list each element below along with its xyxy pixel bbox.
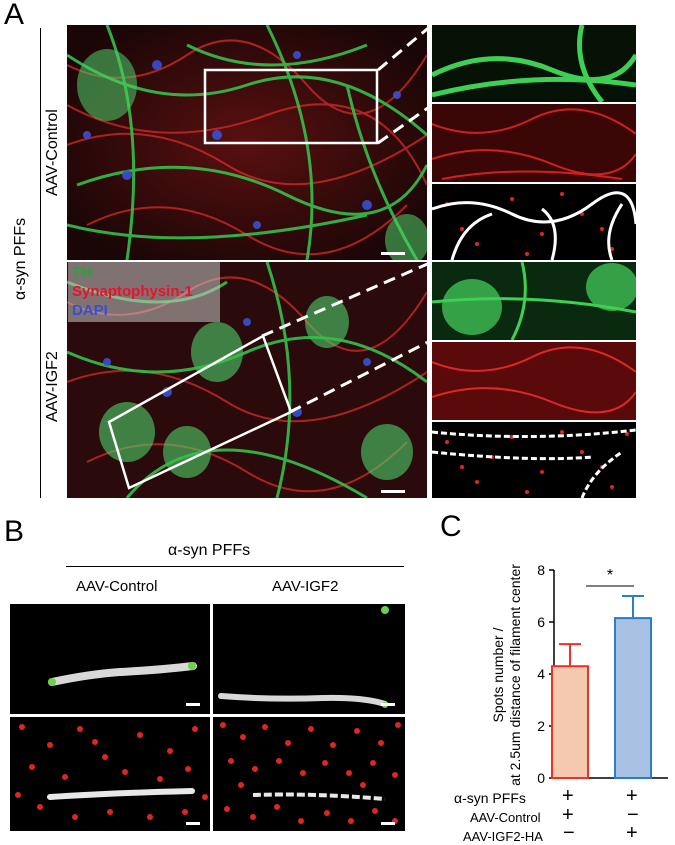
y-tick-label: 2 [537, 718, 545, 734]
spots-control-3d [10, 717, 210, 831]
filament-igf2-3d [213, 604, 405, 714]
cond-igf2-igf2: + [626, 822, 638, 844]
significance-star: * [607, 567, 613, 584]
legend-dapi: DAPI [72, 302, 108, 319]
legend-synaptophysin: Synaptophysin-1 [72, 283, 193, 300]
zoom-igf2-filament [432, 422, 636, 498]
cond-pffs-igf2: + [626, 785, 638, 807]
zoom-control-green [432, 25, 636, 102]
panel-a-bracket [40, 28, 41, 498]
condition-label-igf2: AAV-IGF2-HA [463, 829, 543, 844]
condition-label-control: AAV-Control [470, 810, 541, 825]
y-tick-label: 4 [537, 666, 545, 682]
bar-control [551, 665, 589, 780]
channel-legend: TH Synaptophysin-1 DAPI [68, 262, 220, 322]
panel-b-header-line [66, 566, 404, 567]
panel-b-header: α-syn PFFs [168, 542, 251, 559]
zoom-igf2-green [432, 262, 636, 340]
spots-igf2-3d [213, 717, 405, 831]
cond-igf2-control: − [563, 822, 575, 844]
panel-b-letter: B [4, 515, 25, 548]
y-tick-label: 6 [537, 614, 545, 630]
cond-control-control: + [562, 804, 574, 826]
zoom-control-red [432, 104, 636, 182]
panel-a-letter: A [4, 0, 25, 31]
zoom-igf2-red [432, 342, 636, 420]
filament-control-3d [10, 604, 210, 714]
micrograph-control-main [67, 25, 427, 260]
panel-b-col1-label: AAV-Control [76, 578, 158, 595]
cond-control-igf2: − [627, 804, 639, 826]
condition-label-pffs: α-syn PFFs [454, 790, 526, 806]
cond-pffs-control: + [562, 785, 574, 807]
legend-th: TH [72, 264, 92, 281]
panel-c-letter: C [440, 510, 462, 543]
zoom-lines [0, 0, 675, 510]
y-tick-label: 0 [537, 770, 545, 786]
zoom-control-filament [432, 184, 636, 260]
panel-b-col2-label: AAV-IGF2 [272, 578, 339, 595]
y-tick-label: 8 [537, 562, 545, 578]
y-axis-label-line2: at 2.5um distance of filament center [507, 564, 523, 786]
y-axis-label-line1: Spots number / [490, 627, 506, 722]
bar-igf2 [614, 617, 652, 779]
